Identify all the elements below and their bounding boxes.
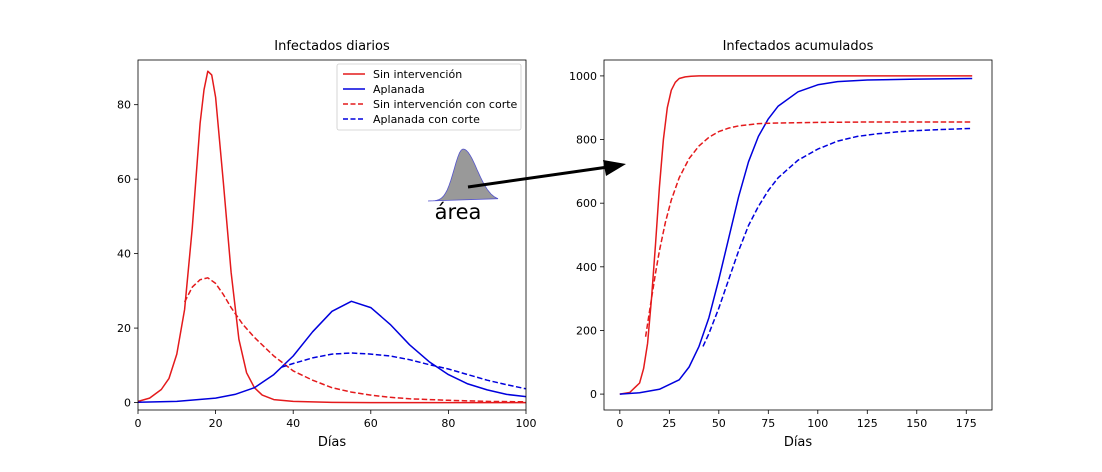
- plot-frame: [137, 59, 527, 411]
- series-group: [619, 75, 973, 395]
- series-line-2: [644, 121, 973, 337]
- y-tick-label: 60: [117, 173, 131, 186]
- plot-frame: [603, 59, 993, 411]
- y-tick-label: 800: [576, 134, 597, 147]
- legend: Sin intervención Aplanada Sin intervención…: [336, 63, 522, 131]
- x-axis-label: Días: [784, 435, 813, 450]
- legend-entry-0: Sin intervención: [373, 68, 462, 81]
- series-line-3: [702, 127, 973, 347]
- x-tick-label: 50: [712, 417, 726, 430]
- x-tick-label: 20: [209, 417, 223, 430]
- y-tick-label: 80: [117, 99, 131, 112]
- series-line-1: [138, 300, 526, 403]
- area-annotation: área: [427, 148, 626, 224]
- x-tick-label: 40: [286, 417, 300, 430]
- arrow-shaft: [467, 165, 609, 189]
- series-line-0: [619, 75, 973, 395]
- x-tick-label: 175: [956, 417, 977, 430]
- arrow-head: [603, 160, 626, 176]
- x-tick-label: 25: [662, 417, 676, 430]
- y-tick-label: 40: [117, 248, 131, 261]
- x-tick-label: 75: [761, 417, 775, 430]
- x-tick-label: 125: [857, 417, 878, 430]
- x-tick-label: 150: [906, 417, 927, 430]
- series-line-0: [138, 70, 526, 404]
- x-tick-label: 80: [441, 417, 455, 430]
- legend-entry-3: Aplanada con corte: [373, 113, 480, 126]
- series-line-3: [281, 352, 526, 390]
- y-tick-label: 0: [590, 388, 597, 401]
- y-tick-label: 400: [576, 261, 597, 274]
- series-group: [138, 70, 526, 404]
- cumulative-infected-panel: 0 25 50 75 100 125 150 175 0 200 400 600 800 1000 Infe…: [569, 39, 993, 450]
- legend-box: [336, 63, 522, 131]
- y-tick-label: 1000: [569, 70, 597, 83]
- x-tick-label: 100: [516, 417, 537, 430]
- y-tick-label: 20: [117, 322, 131, 335]
- x-tick-label: 0: [616, 417, 623, 430]
- x-tick-label: 0: [135, 417, 142, 430]
- series-line-1: [619, 77, 973, 395]
- x-tick-label: 100: [807, 417, 828, 430]
- y-tick-label: 200: [576, 324, 597, 337]
- daily-infected-panel: 0 20 40 60 80 100 0 20 40 60 80 Infectados diarios D…: [117, 39, 537, 450]
- legend-entry-1: Aplanada: [373, 83, 425, 96]
- area-label: área: [435, 200, 482, 224]
- y-tick-label: 0: [124, 397, 131, 410]
- chart-title: Infectados acumulados: [723, 39, 874, 54]
- series-line-2: [183, 277, 526, 403]
- area-bell-shape: [427, 148, 499, 202]
- x-tick-label: 60: [364, 417, 378, 430]
- y-tick-label: 600: [576, 197, 597, 210]
- x-axis-label: Días: [318, 435, 347, 450]
- chart-title: Infectados diarios: [274, 39, 390, 54]
- legend-entry-2: Sin intervención con corte: [373, 98, 518, 111]
